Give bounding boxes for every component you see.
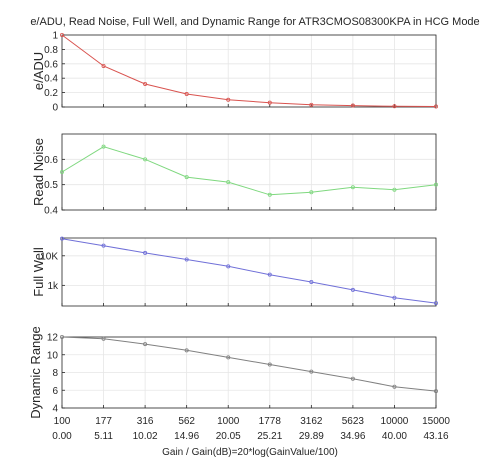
panel4-data-point (433, 389, 438, 394)
panel2-data-point (433, 182, 438, 187)
panel4-y-tick-label: 6 (52, 386, 58, 397)
panel2-data-point (226, 180, 231, 185)
x-db-tick-label: 20.05 (216, 431, 241, 442)
x-gain-tick-label: 1000 (217, 416, 240, 427)
panel2-data-point (101, 144, 106, 149)
panel1-y-tick-label: 0.8 (44, 45, 58, 56)
panel1-data-point (392, 104, 397, 109)
panel1-background (62, 35, 436, 107)
panel1-y-axis-label: e/ADU (31, 52, 46, 90)
panel3-data-point (226, 264, 231, 269)
panel2-y-tick-label: 0.6 (44, 155, 58, 166)
panel4-data-point (143, 342, 148, 347)
x-gain-tick-label: 100 (54, 416, 71, 427)
panel3-data-point (309, 279, 314, 284)
panel1-data-point (60, 33, 65, 38)
panel4-series-line (61, 336, 437, 392)
panel3-data-point (433, 301, 438, 306)
panel1-data-point (143, 81, 148, 86)
x-gain-tick-label: 5623 (342, 416, 365, 427)
x-db-tick-label: 40.00 (382, 431, 407, 442)
panel2-data-point (184, 175, 189, 180)
x-db-tick-label: 25.21 (257, 431, 282, 442)
panel1-y-tick-label: 0.2 (44, 88, 58, 99)
chart-title: e/ADU, Read Noise, Full Well, and Dynami… (30, 16, 479, 28)
x-db-tick-label: 0.00 (52, 431, 72, 442)
panel1-y-tick-label: 0.6 (44, 59, 58, 70)
x-gain-tick-label: 177 (95, 416, 112, 427)
panel1-data-point (267, 100, 272, 105)
x-gain-tick-label: 3162 (300, 416, 323, 427)
panel4-data-point (309, 369, 314, 374)
panel3-axes-box (61, 237, 437, 307)
panel1-data-point (350, 103, 355, 108)
panel2-series-line (61, 146, 437, 196)
panel2-y-tick-label: 0.4 (44, 206, 58, 217)
panel2-data-point (60, 169, 65, 174)
panel2-y-axis-label: Read Noise (31, 138, 46, 206)
panel3-data-point (101, 243, 106, 248)
panel3-data-point (392, 295, 397, 300)
panel2-background (62, 134, 436, 210)
panel1-data-point (101, 63, 106, 68)
x-gain-tick-label: 1778 (259, 416, 282, 427)
panel4-y-tick-label: 4 (52, 404, 58, 415)
panel2-data-point (350, 185, 355, 190)
panel1-data-point (184, 92, 189, 97)
x-db-tick-label: 34.96 (340, 431, 365, 442)
panel3-data-point (184, 257, 189, 262)
panel3-y-tick-label: 10K (40, 251, 58, 262)
panel4-data-point (226, 355, 231, 360)
x-db-tick-label: 5.11 (94, 431, 113, 442)
panel4-data-point (101, 336, 106, 341)
x-gain-tick-label: 15000 (422, 416, 450, 427)
panel3-y-tick-label: 1k (47, 281, 59, 292)
panel3-data-point (143, 250, 148, 255)
panel4-data-point (184, 348, 189, 353)
panel2-data-point (309, 190, 314, 195)
panel1-axes-box (61, 34, 437, 108)
panel4-y-tick-label: 12 (47, 333, 59, 344)
panel3-data-point (267, 272, 272, 277)
panel4-data-point (267, 362, 272, 367)
x-axis-label: Gain / Gain(dB)=20*log(GainValue/100) (162, 447, 338, 458)
panel1-series-line (61, 34, 437, 107)
panel4-data-point (392, 384, 397, 389)
panel4-data-point (60, 334, 65, 339)
x-gain-tick-label: 562 (178, 416, 195, 427)
panel3-data-point (350, 287, 355, 292)
x-gain-tick-label: 10000 (381, 416, 409, 427)
panel2-data-point (143, 157, 148, 162)
x-db-tick-label: 14.96 (174, 431, 199, 442)
panel3-data-point (60, 236, 65, 241)
panel4-data-point (350, 376, 355, 381)
panel4-y-tick-label: 8 (52, 368, 58, 379)
panel4-y-axis-label: Dynamic Range (28, 326, 43, 419)
panel1-data-point (433, 104, 438, 109)
panel3-y-axis-label: Full Well (31, 247, 46, 297)
panel1-data-point (309, 102, 314, 107)
panel2-y-tick-label: 0.5 (44, 180, 58, 191)
x-gain-tick-label: 316 (137, 416, 154, 427)
panel3-series-line (61, 238, 437, 304)
panel1-y-tick-label: 0 (52, 103, 58, 114)
panel1-data-point (226, 97, 231, 102)
x-db-tick-label: 10.02 (133, 431, 158, 442)
panel2-data-point (392, 187, 397, 192)
x-db-tick-label: 43.16 (423, 431, 448, 442)
panel2-data-point (267, 192, 272, 197)
x-db-tick-label: 29.89 (299, 431, 324, 442)
panel1-y-tick-label: 0.4 (44, 74, 58, 85)
panel4-y-tick-label: 10 (47, 350, 59, 361)
panel1-y-tick-label: 1 (52, 31, 58, 42)
